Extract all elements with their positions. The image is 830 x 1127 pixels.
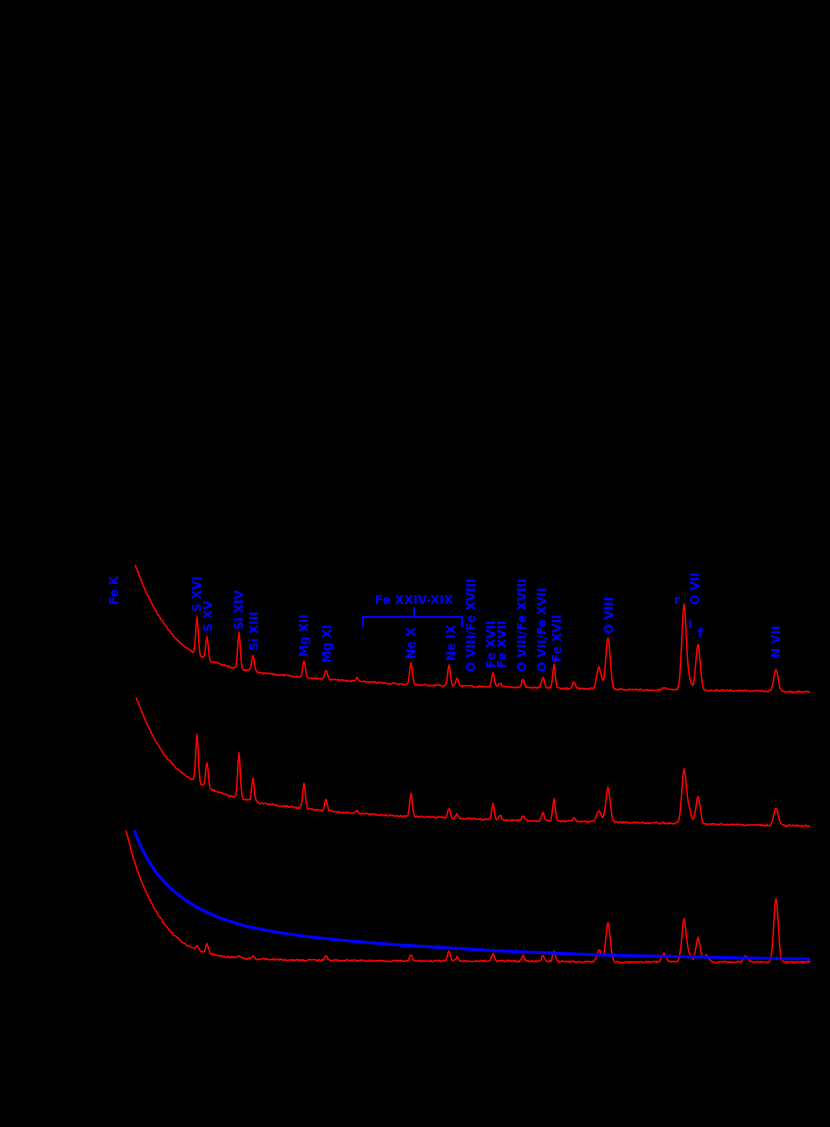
- bottom-spectrum-spectrum-line: [125, 830, 811, 964]
- line-label: Fe XVII: [550, 615, 564, 663]
- line-label: f: [697, 626, 703, 640]
- line-label: Mg XI: [320, 625, 334, 663]
- line-label: Ne IX: [444, 624, 458, 661]
- line-label: Ne X: [404, 627, 418, 659]
- line-label: O VIII/Fe XVIII: [515, 579, 529, 672]
- line-label: i: [688, 617, 692, 631]
- line-label: Fe XXIV-XIX: [375, 593, 454, 607]
- line-label: Si XIII: [247, 611, 261, 651]
- line-label: O VIII/Fe XVIII: [464, 579, 478, 672]
- line-label: Fe XVII: [484, 621, 498, 669]
- top-spectrum-spectrum-line: [134, 564, 811, 694]
- line-label: O VII: [688, 572, 702, 605]
- fe-xxiv-xix-bracket: [362, 607, 463, 627]
- spectrum-curves: [125, 564, 811, 964]
- line-label: O VIII: [602, 597, 616, 634]
- middle-spectrum-spectrum-line: [135, 697, 811, 828]
- line-label: Fe XVII: [495, 621, 509, 669]
- line-label: Mg XII: [297, 614, 311, 657]
- line-label: Si XIV: [232, 589, 246, 630]
- bottom-spectrum-model-line: [132, 829, 811, 961]
- line-label: S XV: [201, 600, 215, 632]
- line-label: O VII/Fe XVII: [535, 588, 549, 672]
- line-label: Fe K: [107, 575, 121, 605]
- bracket-line: [362, 607, 463, 627]
- line-label: N VII: [769, 626, 783, 658]
- line-label: r: [674, 593, 680, 607]
- line-label: S XVI: [190, 576, 204, 612]
